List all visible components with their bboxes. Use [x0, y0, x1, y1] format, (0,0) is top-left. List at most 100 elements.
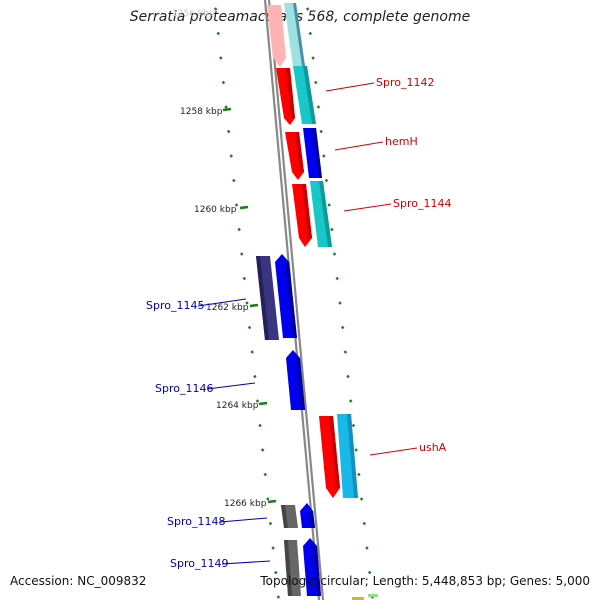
label-leader	[343, 203, 392, 212]
gene-protein-shade	[347, 414, 358, 498]
scale-minor-tick	[266, 497, 270, 501]
scale-minor-tick	[253, 374, 257, 379]
scale-minor-tick	[216, 31, 220, 36]
gene-label-spro_1144[interactable]: Spro_1144	[393, 197, 451, 210]
scale-minor-tick	[349, 399, 353, 403]
scale-ring	[305, 7, 375, 599]
scale-major-tick	[222, 107, 232, 112]
label-leader	[221, 560, 271, 565]
scale-minor-tick	[229, 154, 233, 158]
gene-label-spro_1145[interactable]: Spro_1145	[146, 299, 204, 312]
scale-minor-tick	[305, 7, 310, 11]
scale-minor-tick	[258, 423, 262, 428]
scale-minor-tick	[308, 31, 313, 36]
scale-minor-tick	[362, 521, 366, 526]
gene-arrow-shade	[313, 546, 321, 596]
scale-label: 1266 kbp	[224, 499, 267, 509]
scale-minor-tick	[245, 301, 249, 305]
scale-minor-tick	[260, 448, 265, 452]
gene-spro_1145[interactable]	[256, 254, 297, 340]
scale-label: 1260 kbp	[194, 205, 237, 215]
scale-minor-tick	[247, 325, 252, 330]
scale-ring	[213, 7, 281, 599]
scale-major-tick	[249, 303, 259, 308]
scale-minor-tick	[343, 350, 348, 354]
scale-minor-tick	[338, 301, 342, 305]
scale-minor-tick	[242, 276, 247, 281]
scale-minor-tick	[335, 276, 339, 281]
scale-minor-tick	[311, 56, 315, 60]
scale-minor-tick	[367, 570, 372, 575]
gene-hemH[interactable]	[285, 128, 322, 180]
offscreen-gene-hint	[368, 594, 378, 597]
gene-arrow-shade	[295, 132, 304, 172]
scale-minor-tick	[340, 325, 345, 330]
scale-major-tick	[239, 205, 249, 210]
scale-minor-tick	[234, 203, 239, 207]
scale-minor-tick	[232, 178, 236, 183]
gene-protein-shade	[293, 3, 305, 66]
gene-label-spro_1148[interactable]: Spro_1148	[167, 515, 225, 528]
gene-arrow-shade	[302, 184, 312, 238]
scale-major-tick	[267, 499, 277, 504]
gene-protein-shade	[319, 181, 332, 247]
gene-arrow-shade	[296, 358, 305, 410]
gene-label-spro_1149[interactable]: Spro_1149	[170, 557, 228, 570]
label-leader	[334, 141, 384, 151]
scale-minor-tick	[327, 203, 331, 207]
gene-protein-shade	[281, 505, 288, 528]
gene-spro_1141[interactable]	[267, 3, 305, 67]
gene-protein-shade	[303, 66, 316, 124]
map-title: Serratia proteamaculans 568, complete ge…	[129, 9, 471, 25]
backbone-line	[267, 0, 325, 600]
scale-minor-tick	[221, 80, 226, 85]
scale-minor-tick	[314, 80, 318, 85]
label-leader	[219, 517, 268, 523]
scale-minor-tick	[263, 472, 267, 477]
gene-arrow-shade	[285, 262, 297, 338]
scale-major-tick	[258, 401, 268, 406]
gene-spro_1142[interactable]	[276, 66, 316, 125]
scale-minor-tick	[276, 595, 281, 599]
scale-minor-tick	[255, 399, 260, 403]
scale-minor-tick	[316, 105, 321, 109]
scale-minor-tick	[332, 252, 337, 256]
scale-minor-tick	[268, 521, 273, 526]
scale-label: 1258 kbp	[180, 107, 223, 117]
gene-label-hemH[interactable]: hemH	[385, 135, 418, 148]
gene-protein-shade	[256, 256, 269, 340]
scale-minor-tick	[346, 374, 350, 379]
scale-minor-tick	[237, 227, 241, 232]
accession-label: Accession: NC_009832	[10, 574, 147, 588]
scale-minor-tick	[324, 178, 329, 183]
offscreen-gene-hint	[352, 597, 364, 600]
scale-minor-tick	[213, 7, 218, 11]
scale-minor-tick	[351, 423, 356, 428]
scale-minor-tick	[354, 448, 358, 452]
scale-minor-tick	[250, 350, 254, 354]
gene-spro_1146[interactable]	[286, 350, 305, 410]
scale-minor-tick	[330, 227, 334, 232]
genome-summary: Topology: circular; Length: 5,448,853 bp…	[260, 574, 590, 588]
gene-label-ushA[interactable]: ushA	[419, 441, 447, 454]
gene-label-spro_1146[interactable]: Spro_1146	[155, 382, 213, 395]
scale-minor-tick	[359, 497, 364, 501]
label-leader	[369, 447, 418, 456]
scale-minor-tick	[271, 546, 275, 550]
scale-minor-tick	[357, 472, 361, 477]
gene-label-spro_1142[interactable]: Spro_1142	[376, 76, 434, 89]
label-leader	[197, 298, 247, 307]
scale-minor-tick	[240, 252, 244, 256]
scale-label: 1262 kbp	[206, 303, 249, 313]
gene-spro_1148[interactable]	[281, 503, 315, 528]
scale-minor-tick	[319, 129, 323, 134]
scale-minor-tick	[365, 546, 369, 550]
scale-label-clipped: 1256 kbp	[172, 9, 215, 19]
gene-ushA[interactable]	[319, 414, 358, 498]
gene-spro_1144[interactable]	[292, 181, 332, 247]
scale-minor-tick	[274, 570, 278, 575]
gene-arrow-shade	[309, 511, 315, 528]
gene-spro_1149[interactable]	[284, 538, 321, 596]
gene-arrow-shade	[286, 68, 295, 118]
